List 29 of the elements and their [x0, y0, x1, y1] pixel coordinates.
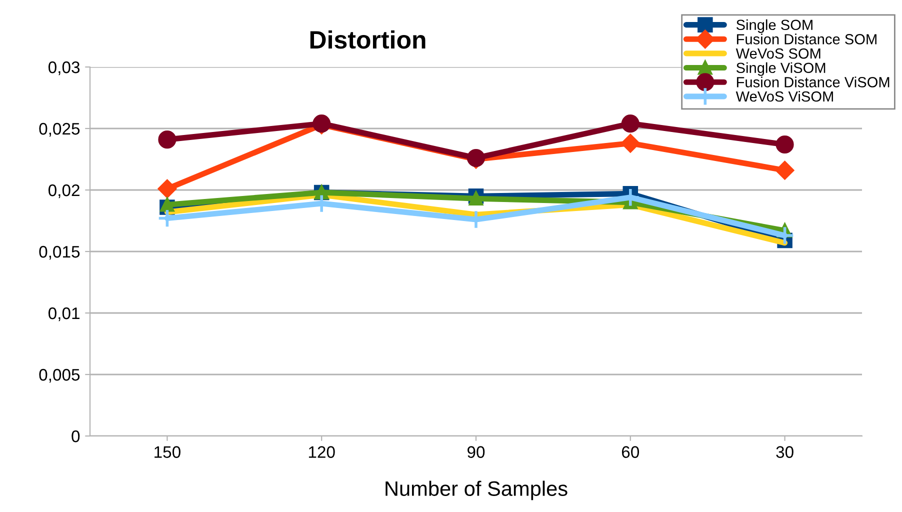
point — [621, 114, 640, 133]
legend-label: Single SOM — [736, 19, 812, 33]
point — [160, 198, 174, 212]
legend-label: Fusion Distance ViSOM — [736, 76, 890, 88]
y-tick-label: 0,015 — [39, 246, 80, 260]
x-axis-title: Number of Samples — [386, 480, 568, 500]
point — [469, 192, 483, 206]
y-tick-label: 0,01 — [48, 307, 80, 322]
x-tick-label: 120 — [308, 446, 335, 458]
y-tick-label: 0,005 — [39, 368, 80, 383]
point — [158, 180, 176, 198]
point — [775, 226, 795, 246]
point — [776, 135, 794, 154]
y-tick-label: 0,025 — [39, 122, 80, 137]
point — [621, 134, 640, 153]
legend-label: WeVoS SOM — [736, 48, 820, 59]
x-tick-label: 90 — [468, 446, 485, 458]
legend-label: Fusion Distance SOM — [736, 34, 876, 44]
y-tick-label: 0,02 — [48, 184, 80, 198]
legend-label: WeVoS ViSOM — [736, 90, 833, 102]
x-tick-label: 60 — [622, 446, 640, 458]
chart-title: Distortion — [310, 30, 426, 49]
y-tick-label: 0,03 — [48, 61, 80, 76]
y-tick-label: 0 — [72, 430, 80, 442]
point — [776, 161, 794, 180]
legend-label: Single ViSOM — [736, 62, 826, 76]
x-tick-label: 150 — [154, 446, 180, 458]
x-tick-label: 30 — [776, 446, 794, 458]
point — [158, 130, 176, 149]
